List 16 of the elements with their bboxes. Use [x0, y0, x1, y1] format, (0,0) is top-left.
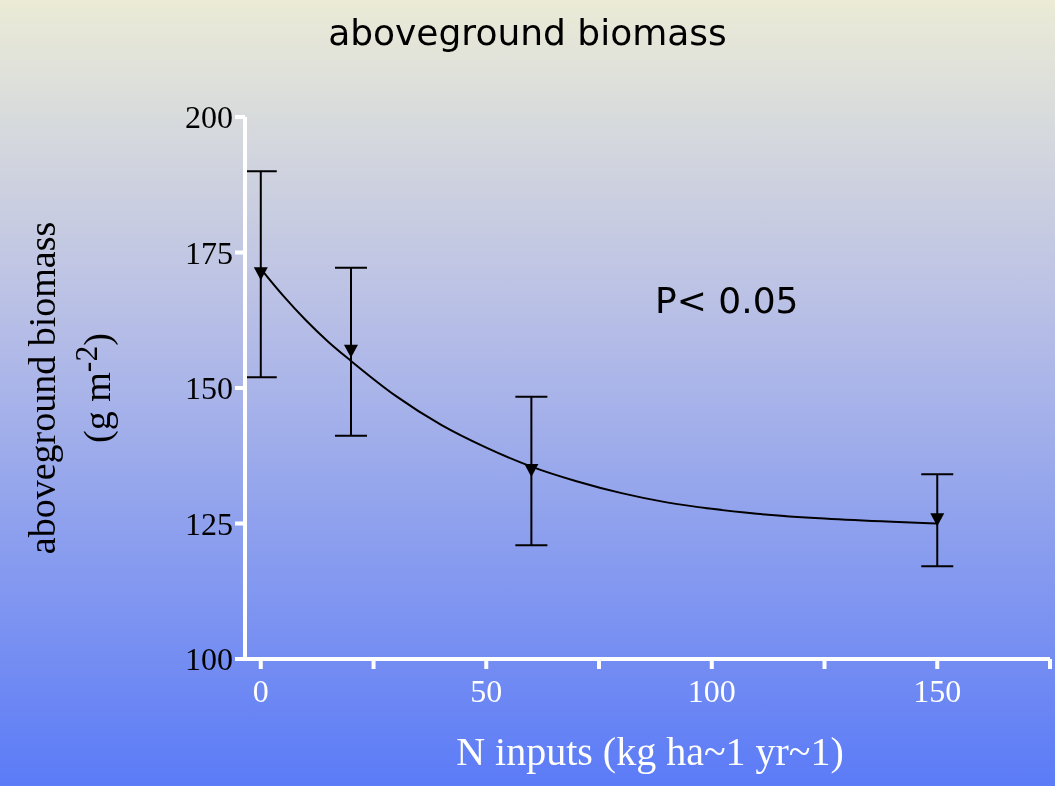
x-tick-label: 50 — [470, 672, 503, 709]
point — [253, 267, 268, 281]
x-tick-label: 0 — [252, 672, 269, 709]
chart-title: aboveground biomass — [327, 12, 728, 53]
x-tick-label: 100 — [687, 672, 736, 709]
point — [343, 344, 358, 358]
y-tick-label: 100 — [185, 641, 233, 678]
y-tick-label: 200 — [185, 99, 233, 136]
annotation: P< 0.05 — [655, 280, 799, 321]
y-tick-label: 125 — [185, 505, 233, 542]
point — [930, 513, 945, 527]
x-tick-label: 150 — [913, 672, 962, 709]
point — [524, 463, 539, 477]
y-tick-label: 150 — [185, 370, 233, 407]
x-axis-title: N inputs (kg ha~1 yr~1) — [455, 728, 845, 775]
y-tick-label: 175 — [185, 234, 233, 271]
